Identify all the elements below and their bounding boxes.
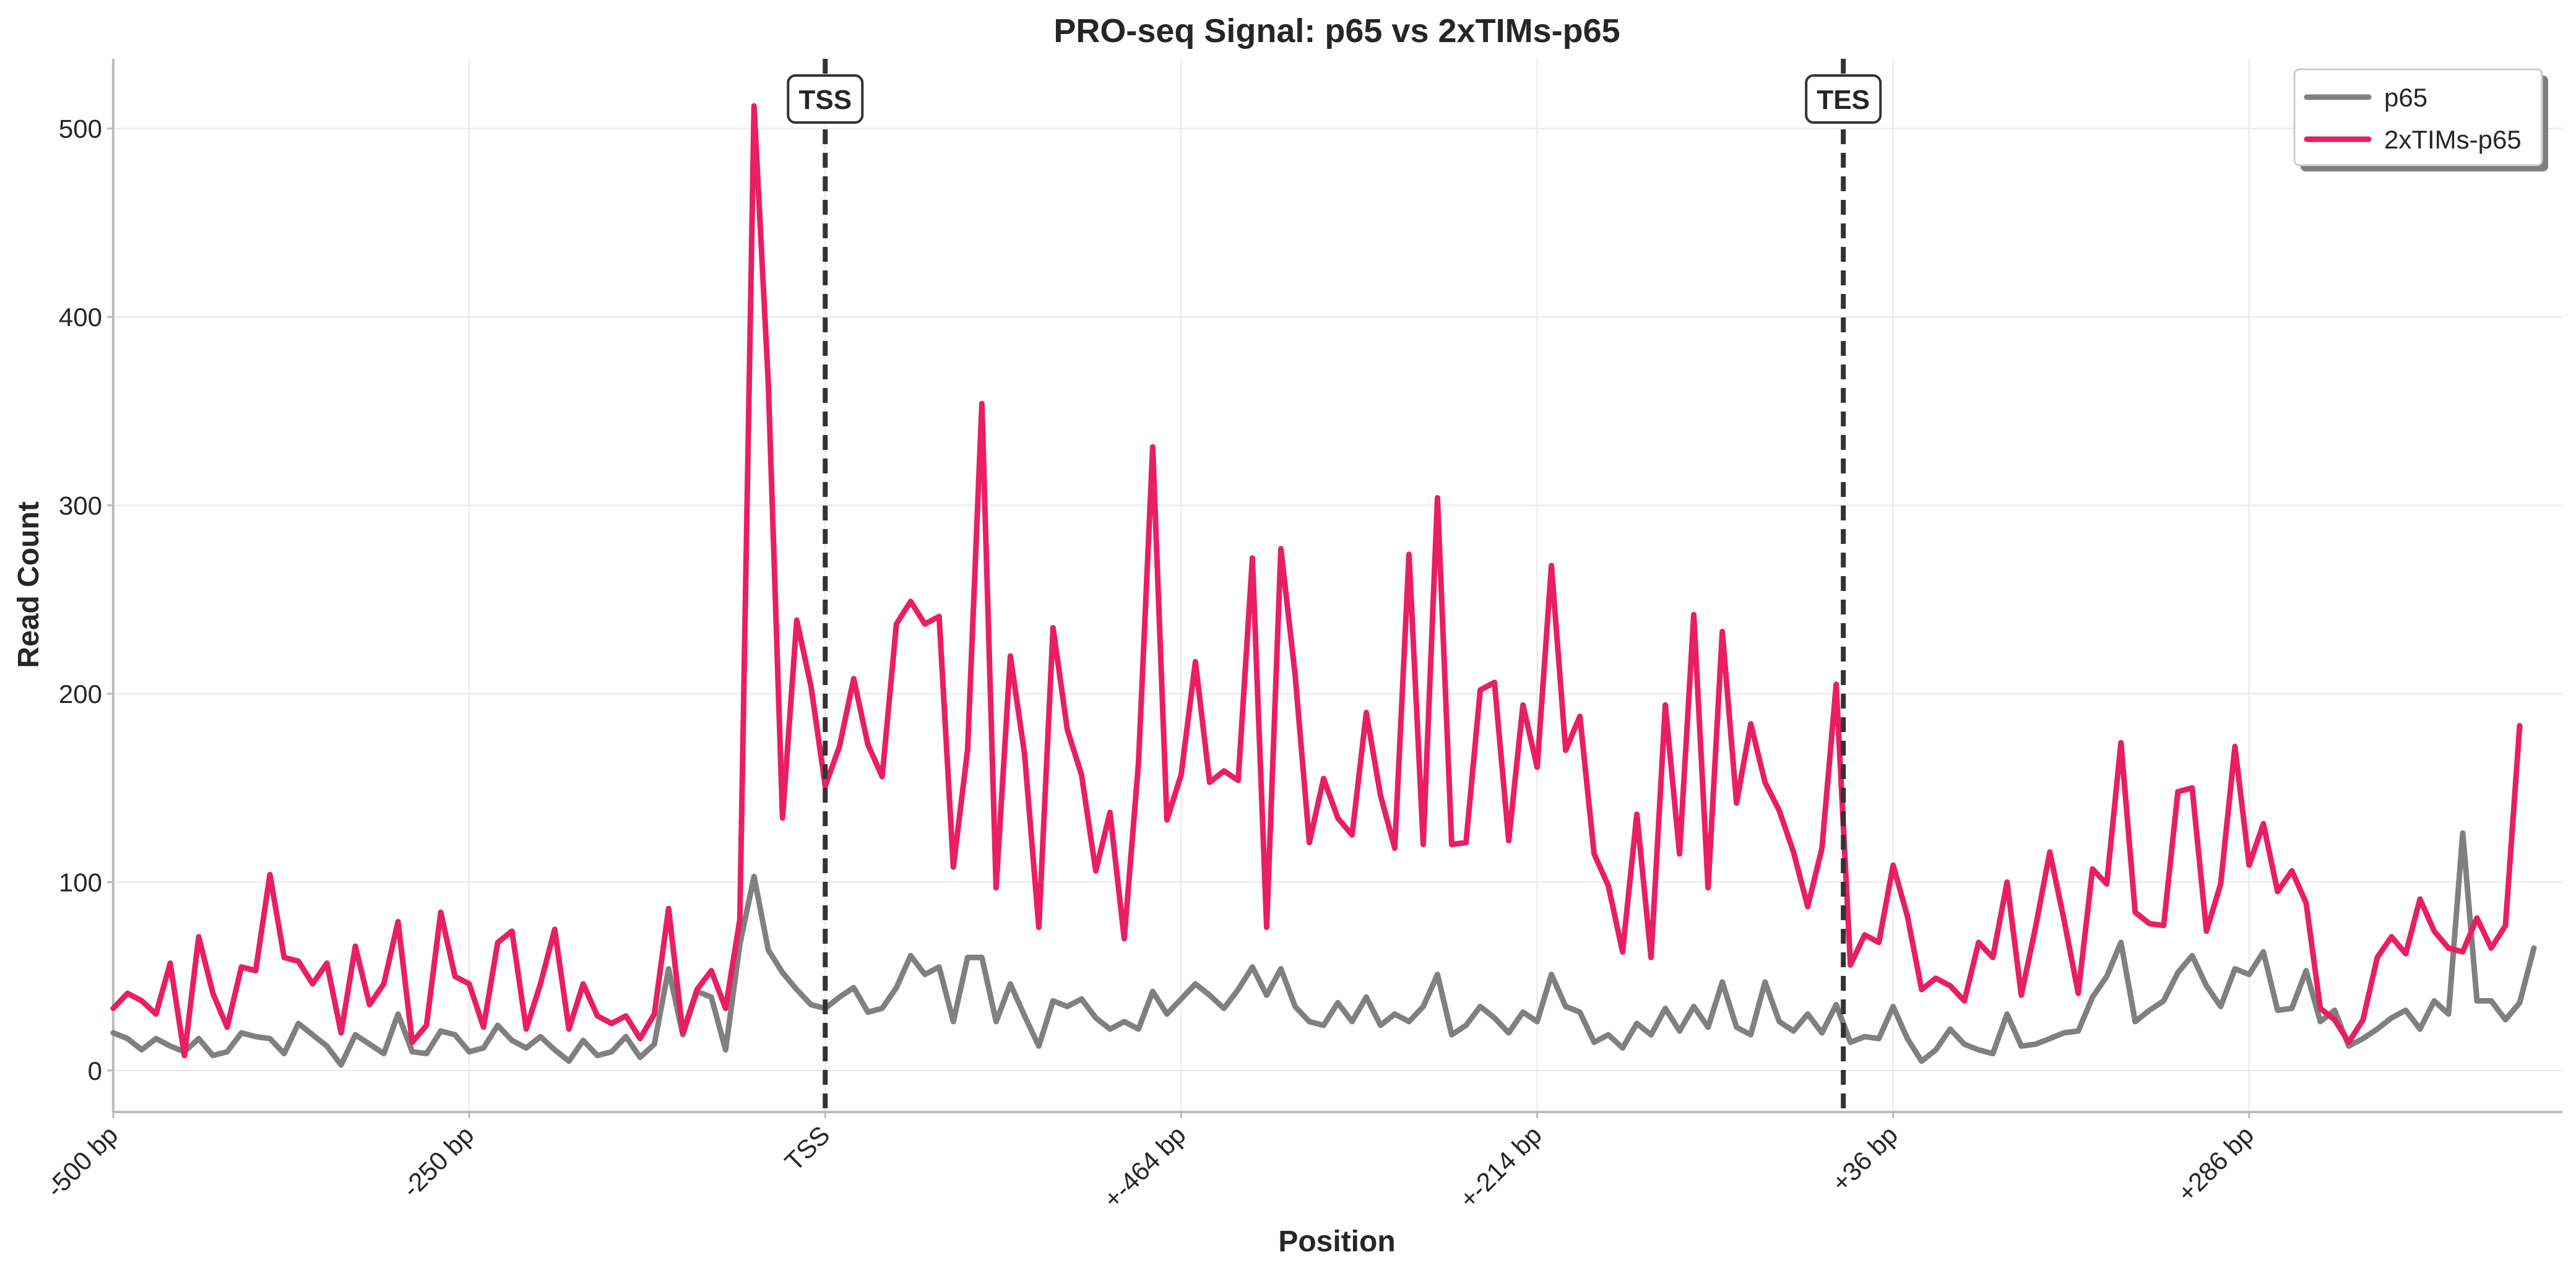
marker-label-tss: TSS (799, 85, 852, 115)
series-lines (110, 103, 2537, 1068)
series-line-p65 (110, 830, 2537, 1068)
y-tick-label-400: 400 (59, 303, 102, 332)
chart-title: PRO-seq Signal: p65 vs 2xTIMs-p65 (1053, 12, 1620, 50)
y-tick-label-500: 500 (59, 114, 102, 144)
grid-lines (113, 59, 2562, 1112)
y-tick-label-0: 0 (88, 1056, 102, 1085)
marker-label-tes: TES (1817, 85, 1870, 115)
marker-label-box-tes (1805, 74, 1882, 124)
legend-label-2xtims-p65: 2xTIMs-p65 (2384, 125, 2522, 154)
series-line-2xtims-p65 (110, 103, 2523, 1059)
vertical-markers: TSS TES (787, 59, 1882, 1112)
y-tick-label-200: 200 (59, 679, 102, 709)
y-tick-label-100: 100 (59, 868, 102, 897)
y-tick-label-300: 300 (59, 491, 102, 520)
legend: p65 2xTIMs-p65 (2293, 68, 2548, 171)
marker-label-box-tss (787, 74, 864, 124)
axes (112, 59, 2562, 1113)
legend-label-p65: p65 (2384, 83, 2427, 112)
x-axis-label: Position (1278, 1225, 1395, 1258)
y-axis-label: Read Count (12, 501, 45, 668)
